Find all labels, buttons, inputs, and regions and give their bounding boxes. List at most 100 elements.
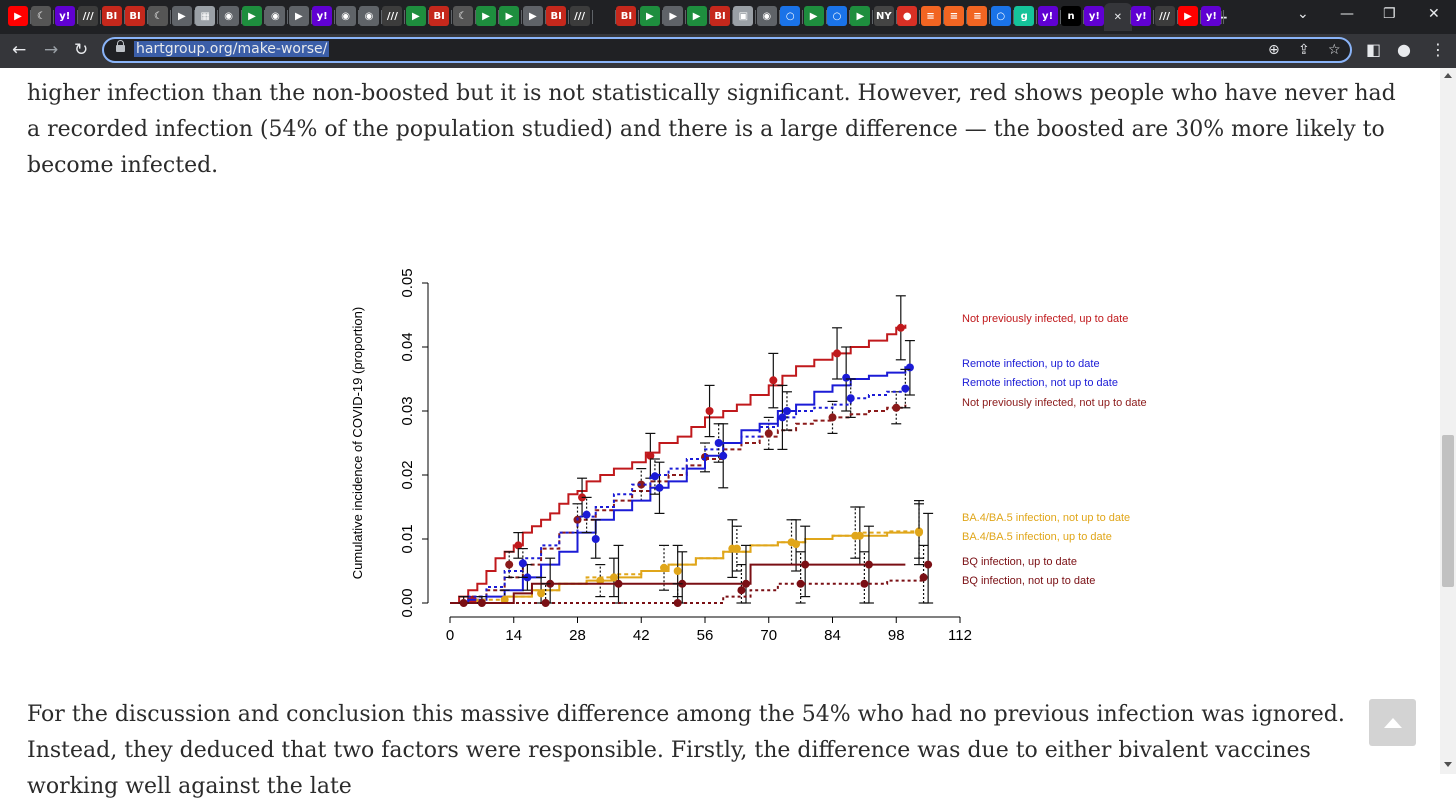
data-point bbox=[591, 535, 600, 543]
flag-icon[interactable]: ▶ bbox=[171, 6, 192, 26]
side-panel-icon[interactable]: ◧ bbox=[1366, 40, 1382, 59]
yahoo-icon[interactable]: y! bbox=[1037, 6, 1058, 26]
data-point bbox=[705, 407, 714, 415]
back-button[interactable]: ← bbox=[12, 40, 27, 60]
globe-icon[interactable]: ◉ bbox=[218, 6, 239, 26]
bookmark-icon[interactable]: ≡ bbox=[944, 6, 964, 26]
tab-separator bbox=[591, 10, 593, 24]
news-icon[interactable]: /// bbox=[1154, 6, 1175, 26]
blank-icon[interactable] bbox=[593, 6, 613, 26]
bi-icon[interactable]: BI bbox=[125, 6, 145, 26]
tab-separator bbox=[568, 10, 570, 24]
scroll-to-top-button[interactable] bbox=[1369, 699, 1416, 746]
minimize-button[interactable]: — bbox=[1340, 6, 1354, 22]
bookmark-icon[interactable]: ≡ bbox=[920, 6, 941, 26]
flag-icon[interactable]: ▶ bbox=[288, 6, 309, 26]
bi-icon[interactable]: BI bbox=[710, 6, 730, 26]
map-icon[interactable]: ▦ bbox=[195, 6, 216, 26]
tab-separator bbox=[240, 10, 242, 24]
yahoo-icon[interactable]: y! bbox=[1201, 6, 1222, 26]
close-window-button[interactable]: ✕ bbox=[1428, 6, 1440, 22]
scrollbar-thumb[interactable] bbox=[1442, 435, 1454, 587]
play-icon[interactable]: ▶ bbox=[686, 6, 707, 26]
shield-icon[interactable]: ☾ bbox=[31, 6, 52, 26]
tab-separator bbox=[381, 10, 382, 24]
play-icon[interactable]: ▶ bbox=[405, 6, 426, 26]
news-icon[interactable]: /// bbox=[382, 6, 403, 26]
tab-search-icon[interactable]: ⌄ bbox=[1297, 6, 1309, 22]
article-paragraph: higher infection than the non-boosted bu… bbox=[27, 81, 1396, 178]
bookmark-star-icon[interactable]: ☆ bbox=[1328, 42, 1341, 58]
data-point bbox=[650, 472, 659, 481]
shield-icon[interactable]: ☾ bbox=[148, 6, 169, 26]
address-bar[interactable]: hartgroup.org/make-worse/ ⊕ ⇪ ☆ bbox=[102, 37, 1352, 63]
data-point bbox=[792, 540, 801, 549]
y-tick-label: 0.04 bbox=[399, 332, 416, 361]
data-point bbox=[541, 599, 550, 607]
bi-icon[interactable]: BI bbox=[546, 6, 567, 26]
shield-icon[interactable]: ☾ bbox=[452, 6, 473, 26]
restore-button[interactable]: ❐ bbox=[1383, 6, 1396, 22]
tab-separator bbox=[521, 10, 523, 24]
data-point bbox=[764, 429, 773, 438]
reload-button[interactable]: ↻ bbox=[74, 40, 89, 60]
data-point bbox=[915, 528, 924, 537]
yahoo-icon[interactable]: y! bbox=[312, 6, 333, 26]
bi-icon[interactable]: BI bbox=[429, 6, 450, 26]
tab-separator bbox=[1129, 10, 1131, 24]
mic-icon[interactable]: ● bbox=[897, 6, 918, 26]
play-icon[interactable]: ▶ bbox=[499, 6, 520, 26]
globe-icon[interactable]: ◉ bbox=[335, 6, 356, 26]
lock-icon[interactable] bbox=[116, 40, 125, 52]
y-tick-label: 0.01 bbox=[399, 524, 416, 553]
tab-separator bbox=[919, 10, 921, 24]
y-axis-label: Cumulative incidence of COVID-19 (propor… bbox=[350, 307, 365, 579]
search-icon[interactable]: ○ bbox=[780, 6, 801, 26]
info-icon[interactable]: ◉ bbox=[359, 6, 379, 26]
bookmark-icon[interactable]: ≡ bbox=[967, 6, 988, 26]
bi-icon[interactable]: BI bbox=[101, 6, 122, 26]
close-icon[interactable]: ✕ bbox=[1103, 3, 1132, 31]
play-icon[interactable]: ▶ bbox=[476, 6, 496, 26]
zoom-icon[interactable]: ⊕ bbox=[1268, 42, 1280, 58]
globe-icon[interactable]: ◉ bbox=[265, 6, 286, 26]
flag-icon[interactable]: ▶ bbox=[522, 6, 543, 26]
share-icon[interactable]: ⇪ bbox=[1298, 42, 1310, 58]
news-icon[interactable]: /// bbox=[569, 6, 590, 26]
yahoo-icon[interactable]: y! bbox=[54, 6, 75, 26]
tab-separator bbox=[357, 10, 359, 24]
scroll-down-arrow-icon[interactable] bbox=[1444, 762, 1452, 767]
data-point bbox=[614, 579, 623, 588]
grammarly-icon[interactable]: g bbox=[1014, 6, 1035, 26]
search-icon[interactable]: ○ bbox=[827, 6, 847, 26]
play-icon[interactable]: ▶ bbox=[850, 6, 871, 26]
data-point bbox=[782, 407, 791, 415]
nyt-icon[interactable]: NY bbox=[873, 6, 894, 26]
page-scrollbar[interactable] bbox=[1440, 68, 1456, 774]
forward-button[interactable]: → bbox=[44, 40, 59, 60]
flag-icon[interactable]: ▶ bbox=[663, 6, 684, 26]
url-text[interactable]: hartgroup.org/make-worse/ bbox=[134, 41, 330, 57]
data-point bbox=[737, 586, 746, 595]
search-icon[interactable]: ○ bbox=[990, 6, 1011, 26]
globe-icon[interactable]: ◉ bbox=[756, 6, 777, 26]
news-icon[interactable]: /// bbox=[78, 6, 99, 26]
tab-separator bbox=[1036, 10, 1038, 24]
yahoo-icon[interactable]: y! bbox=[1131, 6, 1152, 26]
n-icon[interactable]: n bbox=[1061, 6, 1081, 26]
tab-separator bbox=[498, 10, 499, 24]
youtube-icon[interactable]: ▶ bbox=[8, 6, 28, 26]
bi-icon[interactable]: BI bbox=[616, 6, 637, 26]
profile-avatar[interactable]: ● bbox=[1397, 40, 1411, 59]
tab-separator bbox=[1200, 10, 1201, 24]
image-icon[interactable]: ▣ bbox=[733, 6, 754, 26]
scroll-up-arrow-icon[interactable] bbox=[1444, 73, 1452, 78]
yahoo-icon[interactable]: y! bbox=[1084, 6, 1105, 26]
play-icon[interactable]: ▶ bbox=[639, 6, 660, 26]
play-icon[interactable]: ▶ bbox=[242, 6, 262, 26]
data-point bbox=[864, 560, 873, 569]
browser-menu-icon[interactable]: ⋮ bbox=[1430, 40, 1446, 59]
youtube-icon[interactable]: ▶ bbox=[1178, 6, 1198, 26]
play-icon[interactable]: ▶ bbox=[803, 6, 824, 26]
tab-separator bbox=[755, 10, 757, 24]
